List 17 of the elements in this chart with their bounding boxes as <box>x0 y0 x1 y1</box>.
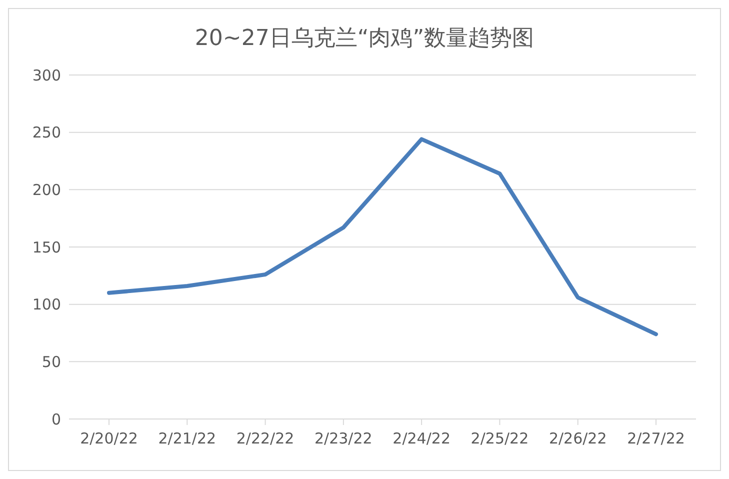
x-tick-label: 2/24/22 <box>392 430 450 448</box>
x-tick-label: 2/25/22 <box>470 430 529 448</box>
x-tick-label: 2/21/22 <box>158 430 216 448</box>
x-tick-label: 2/27/22 <box>627 430 685 448</box>
y-tick-label: 300 <box>32 66 61 84</box>
y-tick-label: 50 <box>42 352 61 371</box>
y-tick-label: 100 <box>32 296 61 314</box>
chart-title: 20~27日乌克兰“肉鸡”数量趋势图 <box>194 25 536 53</box>
x-tick-label: 2/20/22 <box>80 430 138 448</box>
y-tick-label: 200 <box>32 180 61 199</box>
y-tick-label: 0 <box>51 410 61 428</box>
y-tick-label: 150 <box>32 238 61 256</box>
line-series <box>107 137 658 336</box>
x-tick-label: 2/22/22 <box>236 430 294 448</box>
x-tick-label: 2/26/22 <box>548 430 607 448</box>
y-tick-label: 250 <box>32 124 61 142</box>
x-tick-label: 2/23/22 <box>314 430 372 448</box>
